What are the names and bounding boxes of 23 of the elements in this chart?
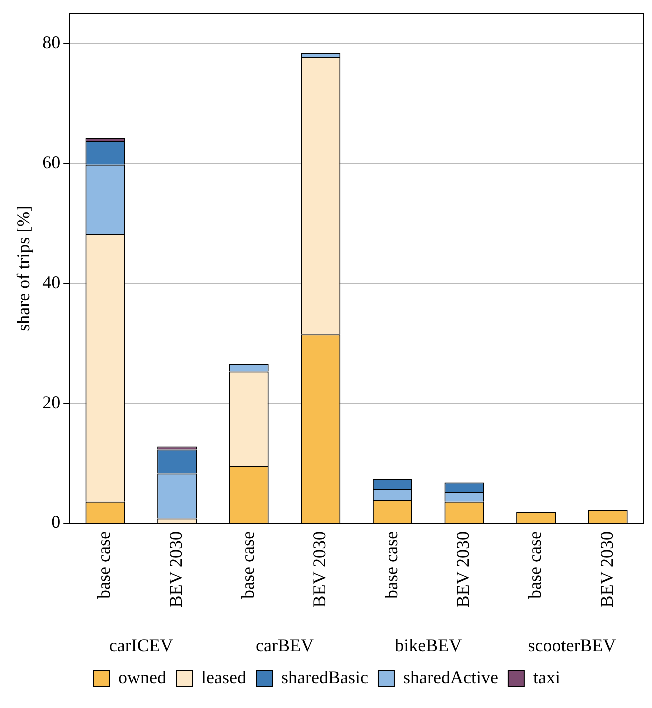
x-tick-label: base case — [381, 532, 402, 599]
legend-label: leased — [202, 668, 247, 688]
legend-label: sharedActive — [403, 668, 498, 688]
x-tick-label: BEV 2030 — [166, 532, 186, 608]
x-tick-label: base case — [525, 532, 546, 599]
y-tick-label: 40 — [42, 272, 61, 292]
text: bikeBEV — [395, 636, 462, 656]
x-tick-label: base case — [94, 532, 114, 599]
y-tick-label: 20 — [42, 392, 61, 412]
text: carBEV — [256, 636, 314, 656]
legend-label: taxi — [533, 668, 560, 688]
text: carICEV — [109, 636, 174, 656]
text: scooterBEV — [528, 636, 616, 656]
x-tick-label: BEV 2030 — [453, 532, 474, 608]
y-tick-label: 0 — [52, 512, 61, 532]
legend-label: sharedBasic — [282, 668, 368, 688]
x-tick-label: base case — [238, 532, 258, 599]
legend-label: owned — [118, 668, 167, 688]
y-tick-label: 80 — [42, 32, 61, 53]
x-tick-label: BEV 2030 — [596, 532, 617, 608]
y-axis-title: share of trips [%] — [14, 206, 34, 332]
x-tick-label: BEV 2030 — [310, 532, 330, 608]
y-tick-label: 60 — [42, 152, 61, 172]
